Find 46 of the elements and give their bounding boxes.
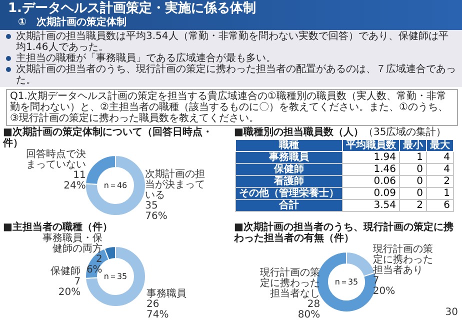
slice-label: 保健師 bbox=[50, 264, 81, 277]
data-label: 0 bbox=[400, 188, 426, 200]
y-tick-label: 合計 bbox=[236, 200, 342, 212]
chart-title: ■主担当者の職種（件） bbox=[2, 222, 114, 233]
y-tick-label: 事務職員 bbox=[236, 152, 342, 164]
y-axis-title: 職種 bbox=[236, 140, 342, 152]
y-tick-label: 保健師 bbox=[236, 164, 342, 176]
y-tick-label: 看護師 bbox=[236, 176, 342, 188]
x-tick-label: 最小 bbox=[400, 140, 426, 152]
data-label: 2 bbox=[400, 200, 426, 212]
data-label: 2 bbox=[426, 176, 454, 188]
text: n＝35 bbox=[104, 272, 128, 281]
text: n＝46 bbox=[104, 181, 128, 190]
data-label: 0.09 bbox=[342, 188, 400, 200]
data-label: 0.06 bbox=[342, 176, 400, 188]
data-label: 28 80% bbox=[298, 298, 320, 320]
y-tick-label: その他（管理栄養士） bbox=[236, 188, 342, 200]
x-tick-label: 平均職員数 bbox=[342, 140, 400, 152]
text: n＝35 bbox=[334, 278, 358, 286]
data-label: 6 bbox=[426, 200, 454, 212]
slice-label: 事務職員 bbox=[146, 287, 187, 300]
data-label: 1.46 bbox=[342, 164, 400, 176]
data-label: 35 76% bbox=[145, 200, 168, 222]
text: 次期計画の担当者のうち、現行計画の策定に携わった担当者の配置があるのは、７広域連合であった。 bbox=[0, 64, 462, 86]
data-label: 0 bbox=[400, 176, 426, 188]
data-label: 1 bbox=[426, 188, 454, 200]
text: 主担当の職種が「事務職員」である広域連合が最も多い。 bbox=[0, 53, 462, 64]
x-tick-label: 最大 bbox=[426, 140, 454, 152]
data-label: 3.54 bbox=[342, 200, 400, 212]
data-label: 1 bbox=[400, 152, 426, 164]
data-label: 26 74% bbox=[146, 298, 169, 320]
data-label: 7 20% bbox=[58, 276, 81, 298]
slice-label: 次期計画の担当が決まっている bbox=[145, 168, 206, 201]
chart-title: ■次期計画の策定体制について（回答日時点・件） bbox=[2, 127, 214, 149]
text: 30 bbox=[445, 307, 458, 318]
data-label: 0 bbox=[400, 164, 426, 176]
text: 次期計画の担当職員数は平均3.54人（常勤・非常勤を問わない実数で回答）であり、保健師は平均1.46人であった。 bbox=[0, 31, 462, 53]
data-label: 4 bbox=[426, 152, 454, 164]
chart-title: ■次期計画の担当者のうち、現行計画の策定に携わった担当者の有無（件） bbox=[233, 222, 454, 244]
data-label: 1.94 bbox=[342, 152, 400, 164]
chart-subtitle: （35広域の集計） bbox=[363, 127, 446, 138]
text: ① 次期計画の策定体制 bbox=[18, 17, 126, 29]
text: 1.データヘルス計画策定・実施に係る体制 bbox=[8, 1, 256, 16]
text: Q1.次期データヘルス計画の策定を担当する貴広域連合の①職種別の職員数（実人数、常勤・非常勤を問わない）と、②主担当者の職種（該当するものに〇）を教えてください。また、①のうち、③現行計画の策定に携わった職員数を教えてください。 bbox=[6, 89, 458, 126]
data-label: 11 24% bbox=[64, 170, 86, 192]
data-label: 4 bbox=[426, 164, 454, 176]
